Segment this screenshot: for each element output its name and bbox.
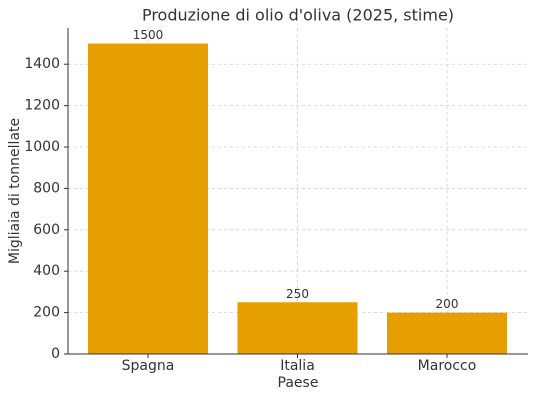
y-tick-label: 1400 [24, 56, 60, 72]
y-tick-label: 600 [33, 222, 60, 238]
y-tick-label: 0 [51, 346, 60, 362]
x-axis-label: Paese [278, 375, 319, 391]
x-tick-label: Marocco [418, 358, 477, 374]
bar [237, 302, 358, 354]
bar [88, 43, 208, 355]
y-tick-label: 1200 [24, 98, 60, 114]
y-tick-label: 200 [33, 305, 60, 321]
y-tick-label: 1000 [24, 139, 60, 155]
y-tick-label: 400 [33, 263, 60, 279]
y-tick-label: 800 [33, 180, 60, 196]
y-axis-label: Migliaia di tonnellate [7, 118, 23, 264]
data-label: 250 [286, 287, 309, 301]
data-label: 200 [436, 297, 459, 311]
x-tick-label: Spagna [122, 358, 175, 374]
chart-title: Produzione di olio d'oliva (2025, stime) [142, 6, 454, 25]
bar [387, 312, 507, 354]
x-tick-label: Italia [280, 358, 315, 374]
data-label: 1500 [133, 28, 164, 42]
